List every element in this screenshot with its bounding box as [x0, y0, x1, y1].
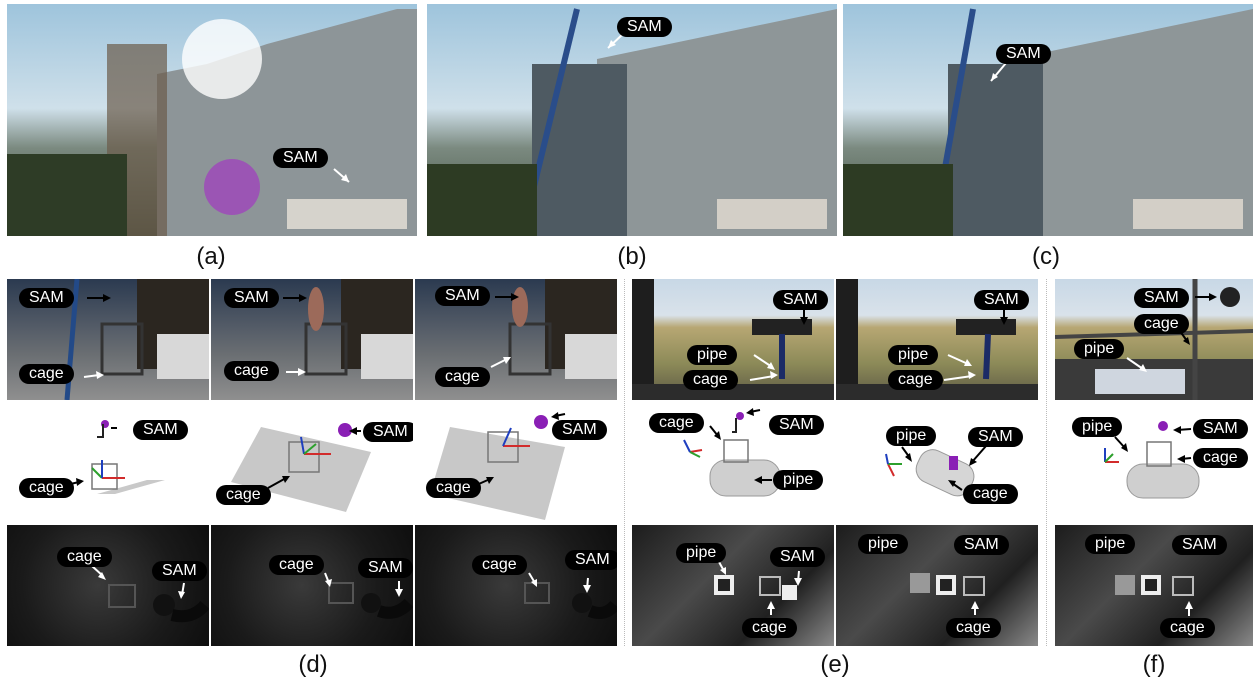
cage-label: cage [472, 555, 527, 575]
caption-a: (a) [196, 243, 226, 270]
sam-label: SAM [770, 547, 825, 567]
render-e2: pipe SAM cage [836, 402, 1038, 523]
sam-label: SAM [552, 420, 607, 440]
render-f: pipe SAM cage [1055, 402, 1253, 523]
cam-d2-scene [328, 582, 413, 619]
sam-label: SAM [1193, 419, 1248, 439]
cage-label: cage [19, 478, 74, 498]
sam-label: SAM [224, 288, 279, 308]
pipe-label: pipe [1072, 417, 1123, 437]
cage-label: cage [269, 555, 324, 575]
pipe-label: pipe [858, 534, 909, 554]
cage-label: cage [683, 370, 738, 390]
cage-label: cage [1134, 314, 1189, 334]
sam-label: SAM [273, 148, 328, 168]
cage-label: cage [742, 618, 797, 638]
photo-c-scene [843, 8, 1253, 236]
sam-label: SAM [363, 422, 413, 442]
photo-e2: SAM pipe cage [836, 279, 1038, 400]
sam-label: SAM [152, 561, 207, 581]
cage-label: cage [216, 485, 271, 505]
cam-f: pipe SAM cage [1055, 525, 1253, 646]
caption-c: (c) [1032, 243, 1060, 270]
cam-f-scene [1115, 575, 1194, 596]
cage-label: cage [963, 484, 1018, 504]
cage-label: cage [57, 547, 112, 567]
sam-label: SAM [769, 415, 824, 435]
render-e1-scene [683, 412, 781, 497]
sam-label: SAM [617, 17, 672, 37]
sam-label: SAM [954, 535, 1009, 555]
pipe-label: pipe [773, 470, 824, 490]
caption-e: (e) [820, 651, 850, 678]
sam-label: SAM [773, 290, 828, 310]
sam-label: SAM [19, 288, 74, 308]
render-d2: SAM cage [211, 402, 413, 523]
pipe-label: pipe [886, 426, 937, 446]
cage-label: cage [1160, 618, 1215, 638]
photo-d3-scene [508, 279, 617, 379]
pipe-label: pipe [1074, 339, 1125, 359]
cam-e1-scene [714, 575, 797, 600]
photo-e1: SAM pipe cage [632, 279, 834, 400]
photo-d2: SAM cage [211, 279, 413, 400]
photo-f-scene [1055, 279, 1253, 400]
cage-label: cage [649, 413, 704, 433]
pipe-label: pipe [676, 543, 727, 563]
photo-c: SAM [843, 4, 1253, 236]
photo-d3: SAM cage [415, 279, 617, 400]
render-e1: cage SAM pipe [632, 402, 834, 523]
cam-e1: pipe SAM cage [632, 525, 834, 646]
photo-b-scene [427, 8, 837, 236]
cage-label: cage [426, 478, 481, 498]
sam-label: SAM [974, 290, 1029, 310]
cage-label: cage [19, 364, 74, 384]
cage-label: cage [224, 361, 279, 381]
cam-e2-scene [910, 573, 985, 596]
sam-label: SAM [133, 420, 188, 440]
pipe-label: pipe [888, 345, 939, 365]
separator [1046, 279, 1047, 646]
cam-e2: pipe SAM cage [836, 525, 1038, 646]
sam-label: SAM [565, 550, 617, 570]
render-e2-scene [885, 449, 975, 497]
pipe-label: pipe [1085, 534, 1136, 554]
sam-label: SAM [435, 286, 490, 306]
cam-d1: cage SAM [7, 525, 209, 646]
sam-label: SAM [358, 558, 413, 578]
photo-f: SAM cage pipe [1055, 279, 1253, 400]
photo-b: SAM [427, 4, 837, 236]
cage-label: cage [888, 370, 943, 390]
render-d3: SAM cage [415, 402, 617, 523]
cam-d2: cage SAM [211, 525, 413, 646]
sam-label: SAM [1134, 288, 1189, 308]
cam-d3-scene [524, 582, 617, 619]
cage-label: cage [435, 367, 490, 387]
photo-e1-scene [632, 279, 834, 400]
separator [624, 279, 625, 646]
cam-d3: cage SAM [415, 525, 617, 646]
render-f-scene [1104, 421, 1200, 499]
sam-label: SAM [996, 44, 1051, 64]
caption-d: (d) [298, 651, 328, 678]
photo-d1: SAM cage [7, 279, 209, 400]
render-d1: SAM cage [7, 402, 209, 523]
caption-b: (b) [617, 243, 647, 270]
sam-label: SAM [968, 427, 1023, 447]
photo-a-scene [7, 9, 417, 236]
caption-f: (f) [1142, 651, 1166, 678]
photo-e2-scene [836, 279, 1038, 400]
render-d1-scene [91, 420, 165, 494]
photo-d2-scene [304, 279, 413, 379]
pipe-label: pipe [687, 345, 738, 365]
cam-d1-scene [108, 584, 209, 623]
sam-label: SAM [1172, 535, 1227, 555]
cage-label: cage [946, 618, 1001, 638]
cage-label: cage [1193, 448, 1248, 468]
photo-a: SAM [7, 4, 417, 236]
